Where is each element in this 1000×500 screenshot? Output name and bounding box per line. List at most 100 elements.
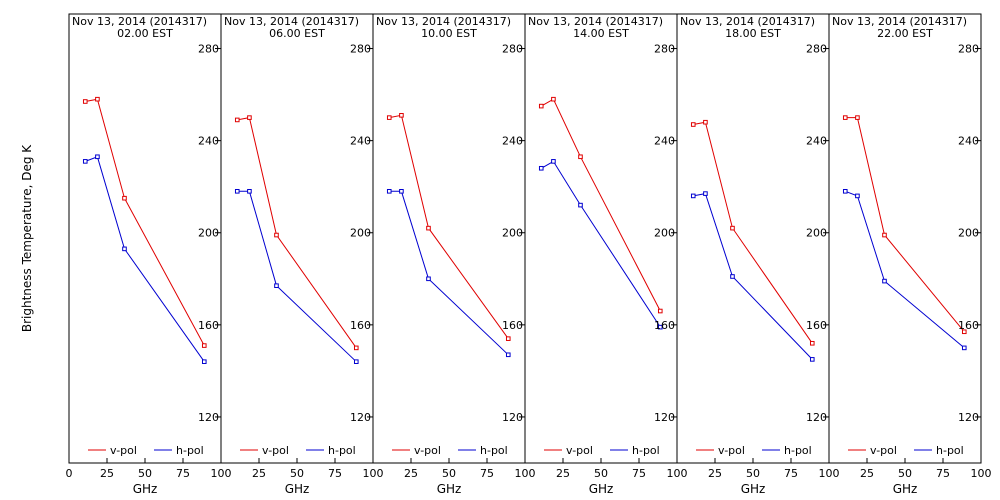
x-tick-label: 25 bbox=[252, 467, 266, 480]
data-point-v-pol bbox=[578, 154, 583, 160]
x-tick-label: 100 bbox=[515, 467, 536, 480]
panel-time: 06.00 EST bbox=[269, 27, 325, 40]
y-tick-label: 240 bbox=[198, 135, 219, 148]
data-point-h-pol bbox=[201, 359, 207, 364]
data-point-v-pol bbox=[353, 345, 359, 351]
data-point-v-pol bbox=[399, 113, 404, 118]
data-point-v-pol bbox=[809, 340, 815, 346]
y-tick-label: 280 bbox=[198, 43, 219, 56]
x-tick-label: 25 bbox=[556, 467, 570, 480]
y-tick-label: 200 bbox=[806, 227, 827, 240]
data-point-h-pol bbox=[95, 154, 100, 160]
panel-title: Nov 13, 2014 (2014317) bbox=[832, 15, 967, 28]
y-tick-label: 240 bbox=[806, 135, 827, 148]
legend-label-v-pol: v-pol bbox=[110, 444, 137, 457]
x-tick-label: 25 bbox=[404, 467, 418, 480]
y-tick-label: 280 bbox=[350, 43, 371, 56]
legend-label-h-pol: h-pol bbox=[328, 444, 356, 457]
panel-title: Nov 13, 2014 (2014317) bbox=[72, 15, 207, 28]
data-point-h-pol bbox=[690, 193, 696, 199]
x-tick-label: 50 bbox=[442, 467, 456, 480]
x-tick-label: 25 bbox=[708, 467, 722, 480]
data-point-h-pol bbox=[551, 159, 556, 164]
legend-label-v-pol: v-pol bbox=[262, 444, 289, 457]
y-tick-label: 280 bbox=[958, 43, 979, 56]
y-tick-label: 200 bbox=[958, 227, 979, 240]
data-point-h-pol bbox=[234, 188, 240, 194]
x-tick-label: 75 bbox=[784, 467, 798, 480]
data-point-v-pol bbox=[234, 117, 240, 123]
data-point-h-pol bbox=[961, 345, 967, 351]
x-tick-label: 50 bbox=[898, 467, 912, 480]
panel-title: Nov 13, 2014 (2014317) bbox=[224, 15, 359, 28]
data-point-h-pol bbox=[274, 283, 279, 289]
legend-label-v-pol: v-pol bbox=[870, 444, 897, 457]
x-tick-label: 100 bbox=[363, 467, 384, 480]
data-point-h-pol bbox=[386, 188, 392, 194]
x-tick-label: 100 bbox=[971, 467, 992, 480]
data-point-h-pol bbox=[730, 274, 735, 279]
series-line-h-pol bbox=[845, 190, 965, 349]
data-point-v-pol bbox=[122, 195, 127, 201]
x-tick-label: 75 bbox=[176, 467, 190, 480]
y-tick-label: 120 bbox=[654, 411, 675, 424]
y-axis-label: Brightness Temperature, Deg K bbox=[20, 144, 34, 332]
x-axis-label: GHz bbox=[133, 482, 158, 496]
data-point-h-pol bbox=[842, 188, 848, 194]
data-point-h-pol bbox=[122, 246, 127, 252]
data-point-v-pol bbox=[703, 119, 708, 125]
legend-label-h-pol: h-pol bbox=[784, 444, 812, 457]
data-point-h-pol bbox=[809, 357, 815, 362]
x-tick-label: 50 bbox=[138, 467, 152, 480]
panel-title: Nov 13, 2014 (2014317) bbox=[528, 15, 663, 28]
x-axis-label: GHz bbox=[437, 482, 462, 496]
x-tick-label: 25 bbox=[860, 467, 874, 480]
x-tick-label: 100 bbox=[819, 467, 840, 480]
data-point-v-pol bbox=[730, 225, 735, 231]
data-point-v-pol bbox=[842, 115, 848, 120]
series-line-v-pol bbox=[85, 98, 205, 346]
data-point-h-pol bbox=[578, 202, 583, 208]
y-tick-label: 160 bbox=[350, 319, 371, 332]
legend-label-h-pol: h-pol bbox=[936, 444, 964, 457]
legend-label-h-pol: h-pol bbox=[480, 444, 508, 457]
panel-title: Nov 13, 2014 (2014317) bbox=[376, 15, 511, 28]
x-tick-label: 50 bbox=[290, 467, 304, 480]
panel-time: 22.00 EST bbox=[877, 27, 933, 40]
legend-label-h-pol: h-pol bbox=[176, 444, 204, 457]
x-tick-label: 100 bbox=[211, 467, 232, 480]
series-line-h-pol bbox=[693, 193, 813, 360]
y-tick-label: 280 bbox=[502, 43, 523, 56]
y-tick-label: 240 bbox=[958, 135, 979, 148]
x-tick-label: 75 bbox=[632, 467, 646, 480]
x-tick-label: 75 bbox=[328, 467, 342, 480]
data-point-h-pol bbox=[247, 188, 252, 194]
data-point-h-pol bbox=[882, 278, 887, 284]
data-point-h-pol bbox=[703, 191, 708, 196]
series-line-v-pol bbox=[693, 121, 813, 344]
y-tick-label: 240 bbox=[502, 135, 523, 148]
y-tick-label: 160 bbox=[806, 319, 827, 332]
y-tick-label: 240 bbox=[350, 135, 371, 148]
panel-time: 14.00 EST bbox=[573, 27, 629, 40]
data-point-v-pol bbox=[690, 122, 696, 127]
x-tick-label: 50 bbox=[746, 467, 760, 480]
panel-time: 02.00 EST bbox=[117, 27, 173, 40]
x-tick-label: 25 bbox=[100, 467, 114, 480]
data-point-v-pol bbox=[961, 329, 967, 335]
series-line-h-pol bbox=[85, 156, 205, 362]
panel-time: 10.00 EST bbox=[421, 27, 477, 40]
y-tick-label: 200 bbox=[654, 227, 675, 240]
data-point-v-pol bbox=[274, 232, 279, 238]
y-tick-label: 160 bbox=[654, 319, 675, 332]
data-point-v-pol bbox=[95, 96, 100, 102]
legend-label-v-pol: v-pol bbox=[414, 444, 441, 457]
data-point-v-pol bbox=[386, 115, 392, 120]
data-point-h-pol bbox=[353, 359, 359, 364]
data-point-v-pol bbox=[551, 96, 556, 102]
y-tick-label: 160 bbox=[958, 319, 979, 332]
legend-label-h-pol: h-pol bbox=[632, 444, 660, 457]
y-tick-label: 120 bbox=[806, 411, 827, 424]
data-point-h-pol bbox=[505, 352, 511, 358]
